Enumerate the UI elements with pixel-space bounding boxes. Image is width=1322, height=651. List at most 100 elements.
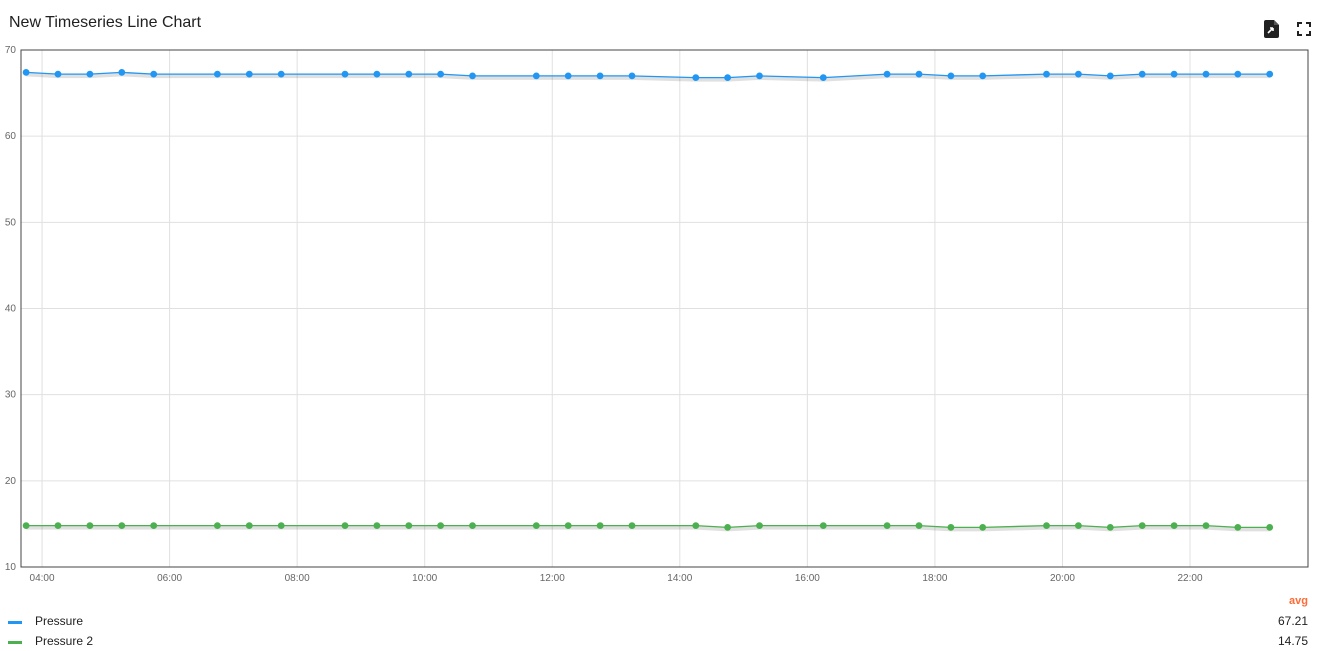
data-point <box>596 522 604 529</box>
data-point <box>1043 522 1050 529</box>
legend-stat-header: avg <box>1289 595 1308 607</box>
data-point <box>532 72 540 80</box>
data-point <box>277 70 285 78</box>
data-point <box>947 72 955 80</box>
legend-label: Pressure 2 <box>35 634 94 648</box>
data-point <box>1266 70 1274 78</box>
data-point <box>1138 522 1146 529</box>
legend-avg-value: 14.75 <box>1277 634 1308 648</box>
data-point <box>819 74 827 81</box>
x-tick-label: 20:00 <box>1050 573 1075 584</box>
data-point <box>883 70 891 78</box>
data-point <box>1234 70 1242 78</box>
line-chart: 10 20 30 40 50 60 70 04:00 06:00 08:00 10:00 12:00… <box>5 45 1309 584</box>
data-point <box>1106 524 1114 531</box>
data-point <box>150 522 158 529</box>
data-point <box>214 522 221 529</box>
data-point <box>214 70 221 78</box>
data-point <box>596 72 604 80</box>
data-point <box>373 522 381 529</box>
data-point <box>1266 524 1274 531</box>
data-point <box>1202 522 1210 529</box>
series-shadow <box>25 72 1270 82</box>
data-point <box>692 74 700 81</box>
x-axis: 04:00 06:00 08:00 10:00 12:00 14:00 16:00 18:00… <box>30 573 1203 584</box>
legend-item-pressure[interactable]: Pressure 67.21 <box>0 613 1322 631</box>
data-point <box>54 522 62 529</box>
x-tick-label: 16:00 <box>795 573 820 584</box>
data-point <box>1075 70 1082 78</box>
legend-item-pressure-2[interactable]: Pressure 2 14.75 <box>0 633 1322 651</box>
data-point <box>437 70 444 78</box>
data-point <box>628 522 636 529</box>
data-point <box>692 522 700 529</box>
data-point <box>819 522 827 529</box>
data-point <box>883 522 891 529</box>
data-point <box>118 522 126 529</box>
data-point <box>1170 70 1178 78</box>
x-tick-label: 14:00 <box>667 573 692 584</box>
y-axis: 10 20 30 40 50 60 70 <box>5 45 17 573</box>
data-point <box>1106 72 1114 80</box>
data-point <box>341 70 349 78</box>
data-point <box>437 522 444 529</box>
file-export-icon <box>1264 20 1279 38</box>
legend-swatch <box>8 641 22 644</box>
series-shadow <box>26 525 1270 532</box>
data-point <box>86 522 94 529</box>
series-layer <box>22 69 1274 532</box>
data-point <box>756 522 763 529</box>
data-point <box>469 72 476 80</box>
data-point <box>1170 522 1178 529</box>
data-point <box>947 524 955 531</box>
x-tick-label: 04:00 <box>30 573 55 584</box>
data-point <box>277 522 285 529</box>
data-point <box>724 74 731 81</box>
export-button[interactable] <box>1261 18 1283 40</box>
x-tick-label: 06:00 <box>157 573 182 584</box>
x-tick-label: 18:00 <box>922 573 947 584</box>
data-point <box>724 524 731 531</box>
data-point <box>405 522 413 529</box>
data-point <box>22 522 30 529</box>
data-point <box>1234 524 1242 531</box>
x-tick-label: 12:00 <box>540 573 565 584</box>
x-tick-label: 22:00 <box>1177 573 1202 584</box>
x-tick-label: 08:00 <box>285 573 310 584</box>
y-tick-label: 20 <box>5 476 17 487</box>
data-point <box>915 70 923 78</box>
data-point <box>405 70 413 78</box>
data-point <box>1202 70 1210 78</box>
data-point <box>532 522 540 529</box>
data-point <box>469 522 476 529</box>
data-point <box>915 522 923 529</box>
y-tick-label: 50 <box>5 217 17 228</box>
data-point <box>1075 522 1082 529</box>
y-tick-label: 70 <box>5 45 17 56</box>
y-tick-label: 10 <box>5 562 17 573</box>
data-point <box>118 69 126 76</box>
x-tick-label: 10:00 <box>412 573 437 584</box>
data-point <box>373 70 381 78</box>
plot-area <box>20 49 1309 568</box>
y-tick-label: 60 <box>5 131 17 142</box>
data-point <box>628 72 636 80</box>
data-point <box>245 522 253 529</box>
y-tick-label: 30 <box>5 390 17 401</box>
fullscreen-button[interactable] <box>1293 18 1315 40</box>
data-point <box>979 524 987 531</box>
data-point <box>86 70 94 78</box>
chart-title: New Timeseries Line Chart <box>9 14 202 31</box>
legend-swatch <box>8 621 22 624</box>
data-point <box>54 70 62 78</box>
legend-avg-value: 67.21 <box>1277 614 1308 628</box>
grid-layer <box>21 49 1308 568</box>
y-tick-label: 40 <box>5 304 17 315</box>
data-point <box>22 69 30 76</box>
data-point <box>245 70 253 78</box>
data-point <box>1138 70 1146 78</box>
data-point <box>756 72 763 80</box>
data-point <box>341 522 349 529</box>
data-point <box>564 72 572 80</box>
data-point <box>1043 70 1050 78</box>
